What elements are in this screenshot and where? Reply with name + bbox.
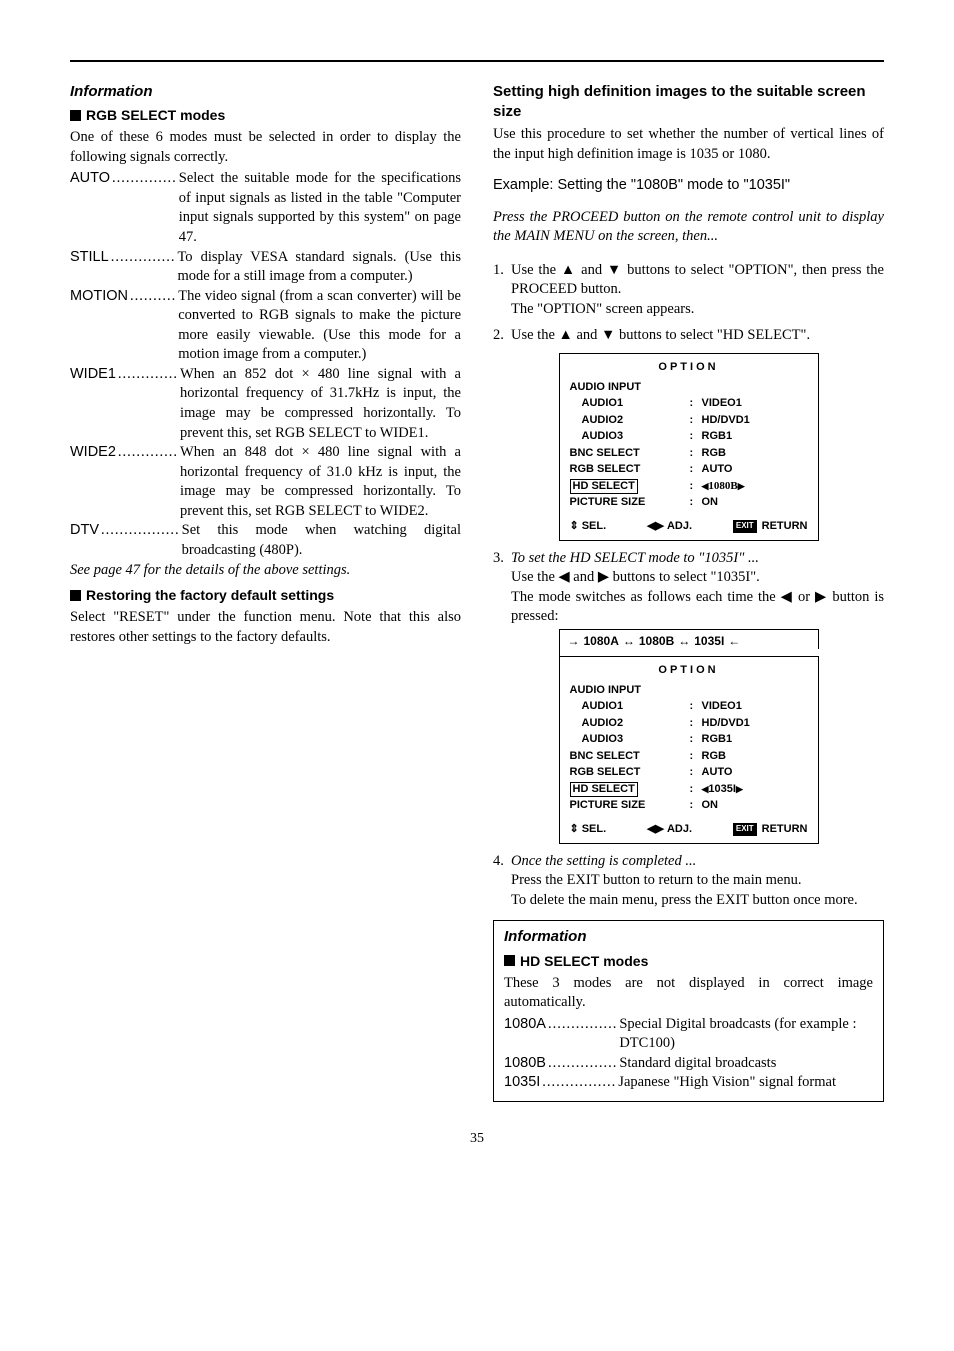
mode-term: AUTO bbox=[70, 169, 110, 189]
restore-header: Restoring the factory default settings bbox=[70, 586, 461, 605]
osd-row: AUDIO2:HD/DVD1 bbox=[570, 412, 808, 429]
osd-title: OPTION bbox=[570, 360, 808, 375]
mode-desc: To display VESA standard signals. (Use t… bbox=[177, 248, 461, 287]
osd-row: AUDIO3:RGB1 bbox=[570, 428, 808, 445]
left-column: Information RGB SELECT modes One of thes… bbox=[70, 82, 461, 1102]
two-column-layout: Information RGB SELECT modes One of thes… bbox=[70, 82, 884, 1102]
mode-desc: Select the suitable mode for the specifi… bbox=[179, 169, 461, 247]
step-1: 1. Use the ▲ and ▼ buttons to select "OP… bbox=[493, 261, 884, 320]
osd-footer: ⇕SEL. ◀▶ADJ. EXITRETURN bbox=[570, 519, 808, 534]
osd-row: AUDIO2:HD/DVD1 bbox=[570, 715, 808, 732]
hd-mode-item: 1080A...............Special Digital broa… bbox=[504, 1015, 873, 1054]
mode-term: WIDE2 bbox=[70, 443, 116, 463]
osd-row: RGB SELECT:AUTO bbox=[570, 461, 808, 478]
mode-term: MOTION bbox=[70, 287, 128, 307]
osd-row: BNC SELECT:RGB bbox=[570, 445, 808, 462]
hd-select-header: HD SELECT modes bbox=[504, 952, 873, 971]
step-2: 2. Use the ▲ and ▼ buttons to select "HD… bbox=[493, 326, 884, 346]
mode-term: WIDE1 bbox=[70, 365, 116, 385]
square-bullet-icon bbox=[504, 955, 515, 966]
osd-row: AUDIO3:RGB1 bbox=[570, 731, 808, 748]
see-page-note: See page 47 for the details of the above… bbox=[70, 561, 461, 581]
top-divider bbox=[70, 60, 884, 62]
mode-definition: MOTION..........The video signal (from a… bbox=[70, 287, 461, 365]
mode-term: DTV bbox=[70, 521, 99, 541]
mode-desc: Set this mode when watching digital broa… bbox=[182, 521, 461, 560]
hd-mode-item: 1035I................Japanese "High Visi… bbox=[504, 1073, 873, 1093]
osd-panel-2: OPTION AUDIO INPUTAUDIO1:VIDEO1AUDIO2:HD… bbox=[559, 656, 819, 844]
page-number: 35 bbox=[70, 1130, 884, 1149]
info-header-left: Information bbox=[70, 82, 461, 102]
mode-definition: AUTO..............Select the suitable mo… bbox=[70, 169, 461, 247]
right-title: Setting high definition images to the su… bbox=[493, 82, 884, 121]
mode-desc: When an 852 dot × 480 line signal with a… bbox=[180, 365, 461, 443]
step-4: 4. Once the setting is completed ... Pre… bbox=[493, 852, 884, 911]
mode-term: STILL bbox=[70, 248, 109, 268]
mode-definitions: AUTO..............Select the suitable mo… bbox=[70, 169, 461, 560]
osd-row: BNC SELECT:RGB bbox=[570, 748, 808, 765]
osd-row: AUDIO1:VIDEO1 bbox=[570, 698, 808, 715]
mode-desc: When an 848 dot × 480 line signal with a… bbox=[180, 443, 461, 521]
example-text: Example: Setting the "1080B" mode to "10… bbox=[493, 176, 884, 196]
mode-definition: WIDE1.............When an 852 dot × 480 … bbox=[70, 365, 461, 443]
mode-definition: STILL..............To display VESA stand… bbox=[70, 248, 461, 287]
square-bullet-icon bbox=[70, 110, 81, 121]
info-box: Information HD SELECT modes These 3 mode… bbox=[493, 920, 884, 1102]
osd-row: RGB SELECT:AUTO bbox=[570, 764, 808, 781]
mode-desc: The video signal (from a scan converter)… bbox=[178, 287, 461, 365]
osd-row: AUDIO INPUT bbox=[570, 682, 808, 699]
mode-definition: WIDE2.............When an 848 dot × 480 … bbox=[70, 443, 461, 521]
right-intro: Use this procedure to set whether the nu… bbox=[493, 125, 884, 164]
restore-text: Select "RESET" under the function menu. … bbox=[70, 608, 461, 647]
osd-row: AUDIO INPUT bbox=[570, 379, 808, 396]
osd-footer: ⇕SEL. ◀▶ADJ. EXITRETURN bbox=[570, 822, 808, 837]
osd-row: AUDIO1:VIDEO1 bbox=[570, 395, 808, 412]
step-3: 3. To set the HD SELECT mode to "1035I" … bbox=[493, 549, 884, 627]
hd-intro: These 3 modes are not displayed in corre… bbox=[504, 974, 873, 1013]
right-column: Setting high definition images to the su… bbox=[493, 82, 884, 1102]
square-bullet-icon bbox=[70, 590, 81, 601]
info-header-right: Information bbox=[504, 927, 873, 947]
osd-pic-row: PICTURE SIZE : ON bbox=[570, 797, 808, 814]
osd-title: OPTION bbox=[570, 663, 808, 678]
rgb-intro: One of these 6 modes must be selected in… bbox=[70, 128, 461, 167]
rgb-select-header: RGB SELECT modes bbox=[70, 106, 461, 125]
hd-mode-item: 1080B...............Standard digital bro… bbox=[504, 1054, 873, 1074]
osd-panel-1: OPTION AUDIO INPUTAUDIO1:VIDEO1AUDIO2:HD… bbox=[559, 353, 819, 541]
press-proceed-text: Press the PROCEED button on the remote c… bbox=[493, 208, 884, 247]
osd-hd-row: HD SELECT : ◀1035I▶ bbox=[570, 781, 808, 798]
osd-hd-row: HD SELECT : ◀1080B▶ bbox=[570, 478, 808, 495]
hd-mode-list: 1080A...............Special Digital broa… bbox=[504, 1015, 873, 1093]
osd-pic-row: PICTURE SIZE : ON bbox=[570, 494, 808, 511]
mode-definition: DTV.................Set this mode when w… bbox=[70, 521, 461, 560]
cycle-diagram: →1080A↔1080B↔1035I← bbox=[559, 629, 819, 657]
